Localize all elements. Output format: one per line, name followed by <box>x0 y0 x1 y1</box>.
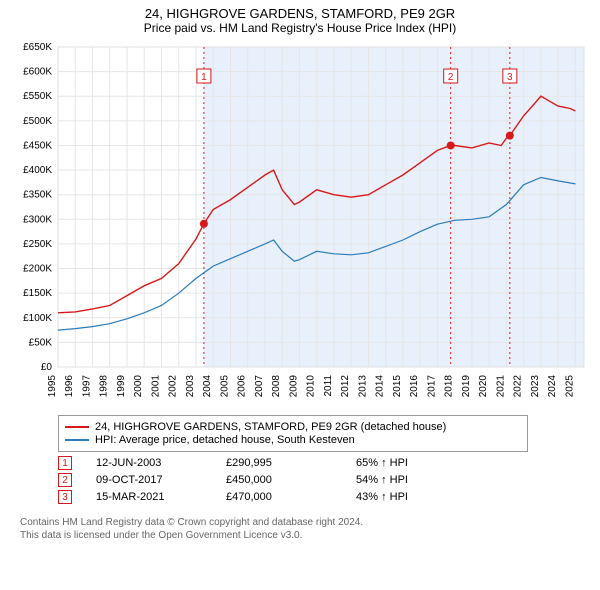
svg-text:£50K: £50K <box>29 337 53 348</box>
sale-date: 09-OCT-2017 <box>96 474 226 486</box>
svg-text:2018: 2018 <box>444 375 455 398</box>
svg-text:2016: 2016 <box>409 375 420 398</box>
svg-text:2012: 2012 <box>340 375 351 398</box>
svg-text:3: 3 <box>507 72 513 83</box>
svg-text:£600K: £600K <box>23 67 52 78</box>
sale-badge: 2 <box>58 473 72 487</box>
svg-text:£250K: £250K <box>23 239 52 250</box>
svg-text:£500K: £500K <box>23 116 52 127</box>
sale-row: 1 12-JUN-2003£290,99565% ↑ HPI <box>58 456 558 470</box>
legend-item: HPI: Average price, detached house, Sout… <box>65 434 521 446</box>
attribution: Contains HM Land Registry data © Crown c… <box>20 516 582 542</box>
sale-diff: 65% ↑ HPI <box>356 457 476 469</box>
legend-swatch <box>65 439 89 441</box>
svg-text:2005: 2005 <box>219 375 230 398</box>
svg-text:2013: 2013 <box>357 375 368 398</box>
legend-label: HPI: Average price, detached house, Sout… <box>95 434 355 446</box>
svg-text:2002: 2002 <box>168 375 179 398</box>
sale-badge: 1 <box>58 456 72 470</box>
sale-price: £450,000 <box>226 474 356 486</box>
svg-text:2011: 2011 <box>323 375 334 397</box>
chart-subtitle: Price paid vs. HM Land Registry's House … <box>8 21 592 35</box>
svg-text:2020: 2020 <box>478 375 489 398</box>
svg-text:1997: 1997 <box>81 375 92 398</box>
chart-area: £0 £50K £100K £150K £200K £250K £300K £350K £400… <box>8 39 592 409</box>
svg-text:2014: 2014 <box>375 375 386 398</box>
legend-swatch <box>65 426 89 428</box>
svg-text:1: 1 <box>201 72 207 83</box>
svg-text:1998: 1998 <box>99 375 110 398</box>
chart-title: 24, HIGHGROVE GARDENS, STAMFORD, PE9 2GR <box>8 6 592 21</box>
svg-text:2000: 2000 <box>133 375 144 398</box>
line-chart: £0 £50K £100K £150K £200K £250K £300K £350K £400… <box>8 39 592 409</box>
sale-date: 15-MAR-2021 <box>96 491 226 503</box>
sale-row: 3 15-MAR-2021£470,00043% ↑ HPI <box>58 490 558 504</box>
sale-date: 12-JUN-2003 <box>96 457 226 469</box>
svg-text:£150K: £150K <box>23 288 52 299</box>
sale-diff: 54% ↑ HPI <box>356 474 476 486</box>
svg-text:2008: 2008 <box>271 375 282 398</box>
svg-text:2019: 2019 <box>461 375 472 398</box>
svg-text:2024: 2024 <box>547 375 558 398</box>
sales-table: 1 12-JUN-2003£290,99565% ↑ HPI 2 09-OCT-201… <box>58 456 558 504</box>
svg-text:2: 2 <box>448 72 454 83</box>
svg-text:2025: 2025 <box>564 375 575 398</box>
sale-diff: 43% ↑ HPI <box>356 491 476 503</box>
svg-text:£100K: £100K <box>23 313 52 324</box>
svg-text:2007: 2007 <box>254 375 265 398</box>
legend-label: 24, HIGHGROVE GARDENS, STAMFORD, PE9 2GR… <box>95 421 446 433</box>
attribution-line: Contains HM Land Registry data © Crown c… <box>20 516 582 529</box>
svg-text:2023: 2023 <box>530 375 541 398</box>
sale-price: £470,000 <box>226 491 356 503</box>
svg-text:2004: 2004 <box>202 375 213 398</box>
chart-container: 24, HIGHGROVE GARDENS, STAMFORD, PE9 2GR… <box>0 0 600 550</box>
legend: 24, HIGHGROVE GARDENS, STAMFORD, PE9 2GR… <box>58 415 528 452</box>
svg-text:£300K: £300K <box>23 214 52 225</box>
svg-text:2001: 2001 <box>150 375 161 398</box>
svg-text:2021: 2021 <box>495 375 506 398</box>
svg-text:1996: 1996 <box>64 375 75 398</box>
sale-price: £290,995 <box>226 457 356 469</box>
svg-text:2017: 2017 <box>426 375 437 398</box>
svg-text:2022: 2022 <box>513 375 524 398</box>
legend-item: 24, HIGHGROVE GARDENS, STAMFORD, PE9 2GR… <box>65 421 521 433</box>
svg-text:2006: 2006 <box>237 375 248 398</box>
svg-text:2003: 2003 <box>185 375 196 398</box>
attribution-line: This data is licensed under the Open Gov… <box>20 529 582 542</box>
sale-badge: 3 <box>58 490 72 504</box>
svg-text:£400K: £400K <box>23 165 52 176</box>
svg-text:£200K: £200K <box>23 264 52 275</box>
svg-text:1995: 1995 <box>47 375 58 398</box>
svg-text:2009: 2009 <box>288 375 299 398</box>
svg-text:£550K: £550K <box>23 91 52 102</box>
svg-text:£350K: £350K <box>23 190 52 201</box>
svg-text:£650K: £650K <box>23 42 52 53</box>
svg-text:2010: 2010 <box>306 375 317 398</box>
svg-text:£0: £0 <box>41 362 53 373</box>
svg-text:2015: 2015 <box>392 375 403 398</box>
svg-text:1999: 1999 <box>116 375 127 398</box>
sale-row: 2 09-OCT-2017£450,00054% ↑ HPI <box>58 473 558 487</box>
svg-text:£450K: £450K <box>23 140 52 151</box>
